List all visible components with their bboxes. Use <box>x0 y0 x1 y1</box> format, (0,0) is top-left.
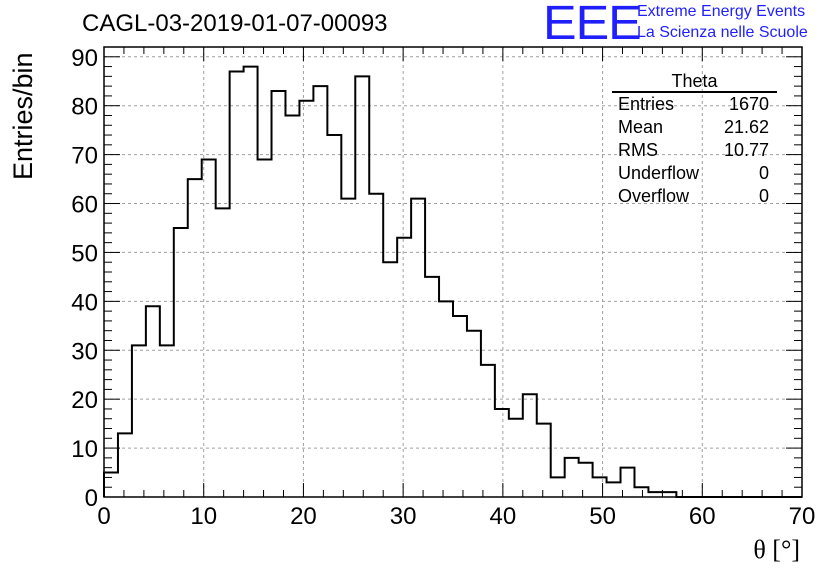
stats-label: Overflow <box>618 186 690 206</box>
y-tick-label: 50 <box>71 240 98 267</box>
x-tick-label: 40 <box>490 503 517 530</box>
x-tick-label: 50 <box>589 503 616 530</box>
stats-box: Theta Entries 1670 Mean 21.62 RMS 10.77 … <box>612 71 777 208</box>
y-tick-label: 0 <box>85 485 98 512</box>
stats-label: RMS <box>618 140 658 160</box>
eee-logo: EEE <box>543 0 642 50</box>
stats-row-entries: Entries 1670 <box>612 93 777 116</box>
stats-row-underflow: Underflow 0 <box>612 162 777 185</box>
x-tick-label: 10 <box>190 503 217 530</box>
x-tick-label: 20 <box>290 503 317 530</box>
x-tick-label: 0 <box>97 503 110 530</box>
x-tick-label: 70 <box>789 503 816 530</box>
y-tick-label: 90 <box>71 45 98 72</box>
logo-line-1: Extreme Energy Events <box>637 3 806 20</box>
stats-title: Theta <box>612 71 777 93</box>
x-tick-label: 30 <box>390 503 417 530</box>
stats-label: Underflow <box>618 163 700 183</box>
y-tick-label: 40 <box>71 289 98 316</box>
stats-value: 0 <box>758 163 769 183</box>
y-tick-label: 20 <box>71 387 98 414</box>
y-axis-label: Entries/bin <box>8 52 38 180</box>
stats-value: 0 <box>758 186 769 206</box>
y-tick-label: 10 <box>71 436 98 463</box>
stats-value: 10.77 <box>723 140 769 160</box>
y-tick-label: 30 <box>71 338 98 365</box>
stats-label: Mean <box>618 117 664 137</box>
histogram-series <box>103 65 802 498</box>
y-tick-label: 60 <box>71 192 98 219</box>
y-tick-label: 70 <box>71 143 98 170</box>
stats-label: Entries <box>618 94 675 114</box>
y-tick-label: 80 <box>71 94 98 121</box>
stats-row-rms: RMS 10.77 <box>612 139 777 162</box>
stats-row-mean: Mean 21.62 <box>612 116 777 139</box>
logo-line-2: La Scienza nelle Scuole <box>637 24 808 41</box>
x-tick-label: 60 <box>689 503 716 530</box>
stats-value: 1670 <box>728 94 769 114</box>
stats-value: 21.62 <box>723 117 769 137</box>
stats-row-overflow: Overflow 0 <box>612 185 777 208</box>
x-axis-label: θ [°] <box>753 535 800 564</box>
chart-title: CAGL-03-2019-01-07-00093 <box>82 10 388 37</box>
